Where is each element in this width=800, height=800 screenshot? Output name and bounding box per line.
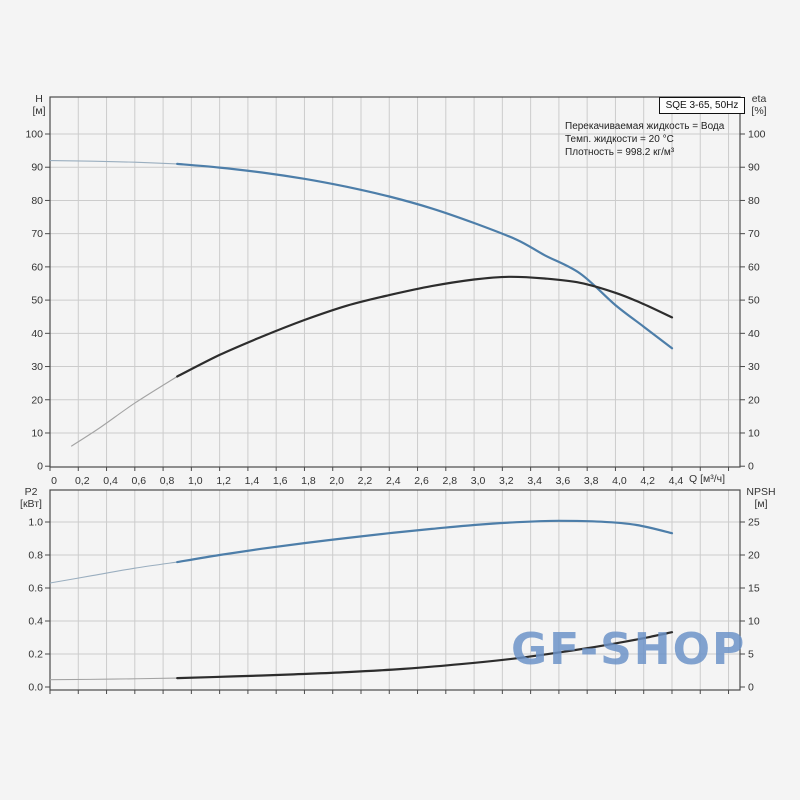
svg-text:70: 70 <box>31 228 43 240</box>
svg-text:5: 5 <box>748 649 754 661</box>
svg-text:100: 100 <box>748 129 766 141</box>
svg-text:0: 0 <box>37 461 43 473</box>
right-axis-title-eta: eta [%] <box>744 93 774 117</box>
svg-text:30: 30 <box>748 361 760 373</box>
head-axis-unit: [м] <box>32 105 46 117</box>
liquid-info-block: Перекачиваемая жидкость = Вода Темп. жид… <box>565 120 724 159</box>
svg-text:80: 80 <box>31 195 43 207</box>
svg-text:30: 30 <box>31 361 43 373</box>
curve-thin-H(Q) <box>49 160 178 165</box>
svg-text:10: 10 <box>31 427 43 439</box>
svg-text:20: 20 <box>748 550 760 562</box>
svg-text:2,8: 2,8 <box>443 475 458 487</box>
svg-text:40: 40 <box>748 328 760 340</box>
svg-text:100: 100 <box>25 129 43 141</box>
svg-text:50: 50 <box>748 295 760 307</box>
svg-text:3,8: 3,8 <box>584 475 599 487</box>
pump-model-box: SQE 3-65, 50Hz <box>659 97 745 114</box>
svg-text:2,6: 2,6 <box>414 475 429 487</box>
pump-model-label: SQE 3-65, 50Hz <box>665 100 739 111</box>
svg-text:0,6: 0,6 <box>132 475 147 487</box>
npsh-axis-symbol: NPSH <box>746 486 776 498</box>
right-axis-title-npsh: NPSH [м] <box>738 486 784 510</box>
svg-text:15: 15 <box>748 583 760 595</box>
info-temperature: Темп. жидкости = 20 °C <box>565 134 674 145</box>
power-axis-symbol: P2 <box>24 486 38 498</box>
svg-text:4,2: 4,2 <box>640 475 655 487</box>
svg-text:0.4: 0.4 <box>28 616 43 628</box>
svg-text:0: 0 <box>748 682 754 694</box>
eta-axis-symbol: eta <box>751 93 767 105</box>
head-efficiency-curves: 0 10 20 30 40 50 60 70 80 90 100 0 10 20 30 40 50 60 70 80 9… <box>25 96 766 487</box>
head-axis-symbol: H <box>35 93 43 105</box>
curve-P2(Q) <box>176 519 674 564</box>
svg-text:2,2: 2,2 <box>358 475 373 487</box>
svg-text:4,0: 4,0 <box>612 475 627 487</box>
svg-text:60: 60 <box>31 261 43 273</box>
left-axis-title-head: H [м] <box>26 93 52 117</box>
power-npsh-curves: 0.0 0.2 0.4 0.6 0.8 1.0 0 5 10 15 20 25 <box>28 489 760 694</box>
eta-axis-unit: [%] <box>751 105 767 117</box>
svg-text:0.6: 0.6 <box>28 583 43 595</box>
svg-text:60: 60 <box>748 261 760 273</box>
svg-text:0,2: 0,2 <box>75 475 90 487</box>
svg-text:0.8: 0.8 <box>28 550 43 562</box>
curve-eta(Q) <box>176 275 674 378</box>
svg-text:3,2: 3,2 <box>499 475 514 487</box>
svg-text:2,4: 2,4 <box>386 475 401 487</box>
svg-text:0: 0 <box>51 475 57 487</box>
shop-watermark: GF-SHOP <box>511 624 747 675</box>
svg-text:1,6: 1,6 <box>273 475 288 487</box>
curve-thin-P2(Q) <box>49 561 178 584</box>
svg-text:0,8: 0,8 <box>160 475 175 487</box>
svg-text:90: 90 <box>748 162 760 174</box>
svg-text:1.0: 1.0 <box>28 517 43 529</box>
curve-thin-NPSH(Q) <box>49 677 178 681</box>
svg-text:25: 25 <box>748 517 760 529</box>
svg-text:20: 20 <box>748 394 760 406</box>
svg-text:4,4: 4,4 <box>669 475 684 487</box>
svg-text:3,4: 3,4 <box>527 475 542 487</box>
svg-text:80: 80 <box>748 195 760 207</box>
x-axis-title-flow: Q [м³/ч] <box>689 473 726 485</box>
svg-text:90: 90 <box>31 162 43 174</box>
svg-text:2,0: 2,0 <box>329 475 344 487</box>
info-density: Плотность = 998.2 кг/м³ <box>565 147 675 158</box>
svg-text:0.0: 0.0 <box>28 682 43 694</box>
curve-thin-eta(Q) <box>70 376 178 447</box>
svg-text:0,4: 0,4 <box>103 475 118 487</box>
svg-text:0: 0 <box>748 461 754 473</box>
svg-text:1,8: 1,8 <box>301 475 316 487</box>
svg-text:50: 50 <box>31 295 43 307</box>
svg-text:3,6: 3,6 <box>556 475 571 487</box>
svg-text:1,0: 1,0 <box>188 475 203 487</box>
left-axis-title-power: P2 [кВт] <box>13 486 49 510</box>
info-liquid: Перекачиваемая жидкость = Вода <box>565 121 725 132</box>
curve-NPSH(Q) <box>176 631 674 680</box>
svg-text:40: 40 <box>31 328 43 340</box>
curve-H(Q) <box>176 162 674 350</box>
power-axis-unit: [кВт] <box>20 498 42 510</box>
svg-text:1,4: 1,4 <box>245 475 260 487</box>
svg-text:20: 20 <box>31 394 43 406</box>
npsh-axis-unit: [м] <box>754 498 768 510</box>
svg-text:1,2: 1,2 <box>216 475 231 487</box>
svg-text:0.2: 0.2 <box>28 649 43 661</box>
svg-text:10: 10 <box>748 616 760 628</box>
svg-text:10: 10 <box>748 427 760 439</box>
svg-text:70: 70 <box>748 228 760 240</box>
svg-text:3,0: 3,0 <box>471 475 486 487</box>
